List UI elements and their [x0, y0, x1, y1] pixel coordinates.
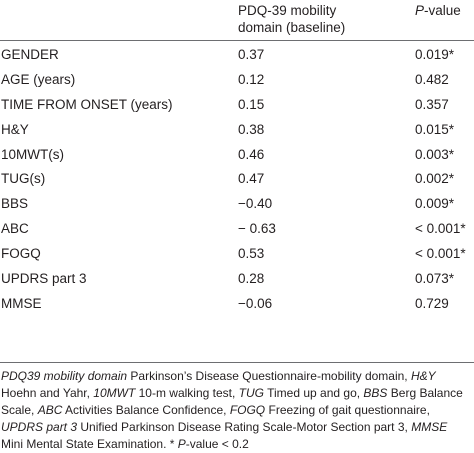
table-row: AGE (years) 0.12 0.482	[0, 68, 474, 93]
row-value: −0.40	[238, 196, 273, 212]
table-row: TUG(s) 0.47 0.002*	[0, 167, 474, 192]
footnote-term: UPDRS part 3	[1, 420, 78, 434]
row-label: AGE (years)	[1, 71, 76, 87]
header-domain-line2: domain (baseline)	[238, 20, 346, 35]
table-row: ABC − 0.63 < 0.001*	[0, 217, 474, 242]
row-label: GENDER	[1, 47, 59, 62]
row-value: 0.37	[238, 47, 265, 62]
footnote-definition: 10-m walking test,	[135, 386, 239, 400]
table-row: UPDRS part 3 0.28 0.073*	[0, 267, 474, 292]
header-p-italic: P	[415, 3, 425, 18]
footnote-term: H&Y	[410, 369, 436, 383]
footnote-term: 10MWT	[93, 386, 136, 400]
footnote-definition: -value < 0.2	[185, 437, 249, 451]
footnote-definition: Freezing of gait questionnaire,	[265, 403, 430, 417]
table-row: MMSE −0.06 0.729	[0, 292, 474, 317]
table-footnote: PDQ39 mobility domain Parkinson’s Diseas…	[1, 368, 471, 453]
footnote-definition: Hoehn and Yahr,	[1, 386, 94, 400]
footnote-term: BBS	[363, 386, 388, 400]
row-label: BBS	[1, 196, 29, 212]
row-p-value: 0.003*	[415, 146, 455, 162]
row-label: TIME FROM ONSET (years)	[1, 96, 173, 112]
row-p-value: 0.015*	[415, 121, 455, 137]
table-row: GENDER 0.37 0.019*	[0, 43, 474, 68]
row-value: 0.38	[238, 121, 265, 137]
footnote-definition: Activities Balance Confidence,	[62, 403, 230, 417]
row-label: ABC	[1, 221, 29, 237]
row-label: 10MWT(s)	[1, 146, 64, 162]
row-label: H&Y	[1, 121, 29, 137]
row-p-value: < 0.001*	[415, 221, 466, 237]
row-value: 0.47	[238, 171, 265, 187]
row-p-value: 0.009*	[415, 196, 455, 212]
footnote-term: P	[177, 437, 186, 451]
footnote-definition: Mini Mental State Examination. *	[1, 437, 178, 451]
table-row: TIME FROM ONSET (years) 0.15 0.357	[0, 93, 474, 118]
row-p-value: < 0.001*	[415, 246, 466, 262]
row-p-value: 0.357	[415, 96, 449, 112]
row-p-value: 0.019*	[415, 47, 455, 62]
footnote-definition: Unified Parkinson Disease Rating Scale-M…	[77, 420, 412, 434]
header-p-rest: -value	[424, 3, 461, 18]
row-label: TUG(s)	[1, 171, 46, 187]
row-value: 0.53	[238, 246, 265, 262]
row-label: MMSE	[1, 295, 42, 311]
row-p-value: 0.002*	[415, 171, 455, 187]
row-value: 0.12	[238, 71, 265, 87]
table-row: FOGQ 0.53 < 0.001*	[0, 242, 474, 267]
table-row: BBS −0.40 0.009*	[0, 192, 474, 217]
table-header: PDQ-39 mobility domain (baseline) P-valu…	[0, 0, 474, 70]
footnote-definition: Berg Balance Scale,	[1, 386, 463, 417]
header-p-value: P-value	[415, 2, 474, 19]
header-pdq39-mobility-domain: PDQ-39 mobility domain (baseline)	[238, 2, 403, 36]
footnote-term: ABC	[37, 403, 63, 417]
footnote-term: FOGQ	[229, 403, 266, 417]
row-label: FOGQ	[1, 246, 41, 262]
row-value: 0.15	[238, 96, 265, 112]
row-label: UPDRS part 3	[1, 271, 87, 287]
row-value: −0.06	[238, 295, 273, 311]
table-body: GENDER 0.37 0.019* AGE (years) 0.12 0.48…	[0, 43, 474, 317]
footnote-term: MMSE	[411, 420, 448, 434]
row-p-value: 0.073*	[415, 271, 455, 287]
top-rule	[0, 40, 474, 41]
footnote-term: PDQ39 mobility domain	[1, 369, 128, 383]
row-p-value: 0.729	[415, 295, 449, 311]
table-row: H&Y 0.38 0.015*	[0, 118, 474, 143]
table-row: 10MWT(s) 0.46 0.003*	[0, 143, 474, 168]
row-p-value: 0.482	[415, 71, 449, 87]
row-value: 0.46	[238, 146, 265, 162]
footnote-definition: Timed up and go,	[264, 386, 364, 400]
row-value: − 0.63	[238, 221, 276, 237]
footnote-term: TUG	[238, 386, 265, 400]
bottom-rule	[0, 362, 474, 363]
row-value: 0.28	[238, 271, 265, 287]
header-domain-line1: PDQ-39 mobility	[238, 3, 337, 18]
footnote-definition: Parkinson’s Disease Questionnaire-mobili…	[127, 369, 411, 383]
